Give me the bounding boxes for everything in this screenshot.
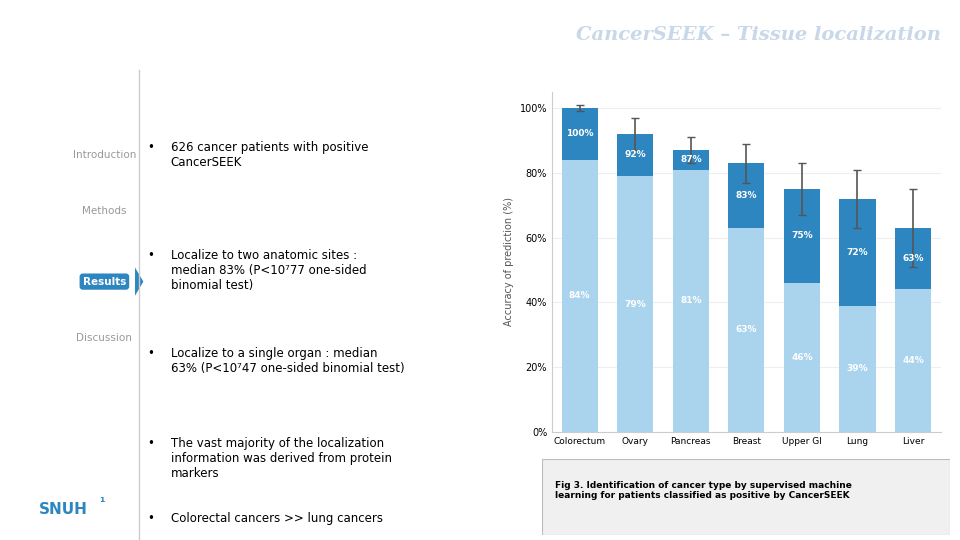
Text: Colorectal cancers >> lung cancers: Colorectal cancers >> lung cancers [171, 512, 383, 525]
Bar [784, 189, 820, 283]
Text: ¹: ¹ [99, 496, 105, 509]
Bar [617, 176, 654, 432]
Text: 83%: 83% [735, 191, 757, 200]
Text: Introduction: Introduction [73, 150, 136, 160]
Text: 39%: 39% [847, 364, 868, 373]
Text: 46%: 46% [791, 353, 813, 362]
Text: Localize to two anatomic sites :
median 83% (P<10⁷77 one-sided
binomial test): Localize to two anatomic sites : median … [171, 249, 367, 292]
Text: 92%: 92% [625, 151, 646, 159]
Text: 63%: 63% [902, 254, 924, 263]
Bar [895, 228, 931, 289]
Text: 63%: 63% [735, 326, 757, 334]
Text: Fig 3. Identification of cancer type by supervised machine
learning for patients: Fig 3. Identification of cancer type by … [555, 481, 852, 501]
Text: •: • [147, 512, 154, 525]
Text: 44%: 44% [902, 356, 924, 365]
Text: Discussion: Discussion [77, 333, 132, 343]
Bar [839, 199, 876, 306]
Text: 626 cancer patients with positive
CancerSEEK: 626 cancer patients with positive Cancer… [171, 140, 369, 168]
Text: Localize to a single organ : median
63% (P<10⁷47 one-sided binomial test): Localize to a single organ : median 63% … [171, 347, 404, 375]
Bar [839, 306, 876, 432]
Text: 100%: 100% [566, 130, 593, 138]
Text: Methods: Methods [83, 206, 127, 216]
Bar [673, 170, 708, 432]
Text: 72%: 72% [847, 248, 868, 256]
Text: CancerSEEK – Tissue localization: CancerSEEK – Tissue localization [576, 26, 941, 44]
Text: The vast majority of the localization
information was derived from protein
marke: The vast majority of the localization in… [171, 437, 392, 480]
Text: 81%: 81% [680, 296, 702, 305]
Text: •: • [147, 347, 154, 360]
Text: •: • [147, 437, 154, 450]
Text: 75%: 75% [791, 232, 813, 240]
FancyBboxPatch shape [542, 459, 950, 535]
Text: •: • [147, 249, 154, 262]
Polygon shape [135, 267, 143, 296]
Bar [673, 150, 708, 170]
Text: SNUH: SNUH [39, 502, 88, 516]
Bar [895, 289, 931, 432]
Bar [617, 134, 654, 176]
Text: 84%: 84% [569, 292, 590, 300]
Text: •: • [147, 140, 154, 154]
Text: Results: Results [83, 276, 126, 287]
Bar [784, 283, 820, 432]
Bar [729, 228, 764, 432]
Bar [729, 163, 764, 228]
Y-axis label: Accuracy of prediction (%): Accuracy of prediction (%) [504, 198, 515, 326]
Bar [562, 160, 598, 432]
Legend: Top Prediction, Top 2 Predictions: Top Prediction, Top 2 Predictions [643, 493, 850, 509]
Text: 79%: 79% [624, 300, 646, 308]
Text: 87%: 87% [680, 156, 702, 164]
Bar [562, 108, 598, 160]
